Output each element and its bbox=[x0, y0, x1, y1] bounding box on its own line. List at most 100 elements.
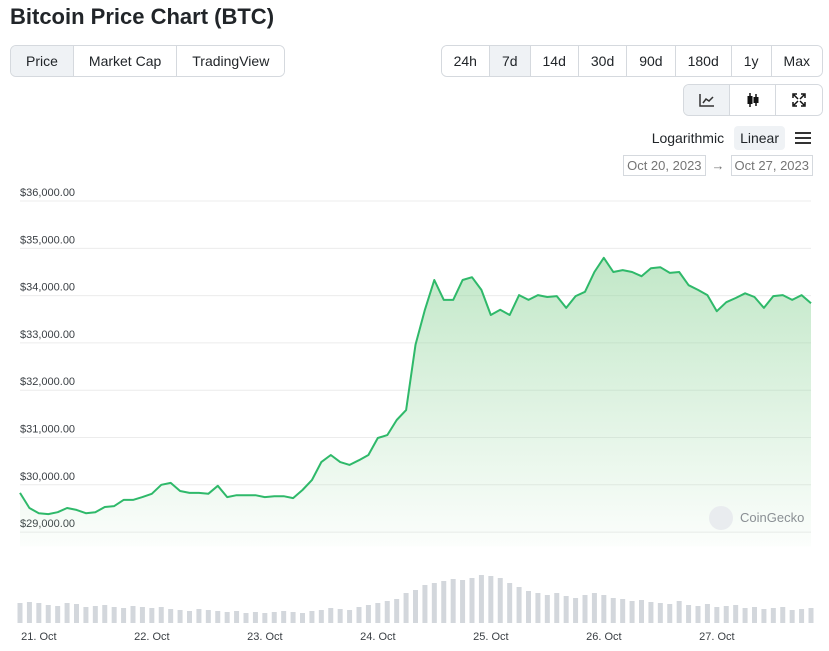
range-button[interactable]: 1y bbox=[731, 46, 772, 76]
fullscreen-button[interactable] bbox=[776, 85, 822, 115]
range-button[interactable]: 24h bbox=[441, 46, 490, 76]
volume-bar bbox=[394, 599, 400, 623]
volume-bar bbox=[497, 578, 503, 623]
volume-bar bbox=[591, 593, 597, 623]
volume-bar bbox=[74, 604, 79, 623]
volume-bar bbox=[799, 609, 805, 623]
volume-bar bbox=[714, 607, 720, 623]
volume-bar bbox=[26, 602, 32, 623]
x-tick-label: 27. Oct bbox=[699, 631, 734, 643]
volume-bar bbox=[168, 609, 174, 623]
range-button[interactable]: 180d bbox=[675, 46, 732, 76]
range-button[interactable]: Max bbox=[771, 46, 822, 76]
range-button[interactable]: 14d bbox=[530, 46, 579, 76]
volume-bar bbox=[620, 599, 626, 623]
x-tick-label: 21. Oct bbox=[21, 631, 56, 643]
range-button[interactable]: 7d bbox=[489, 46, 531, 76]
scale-option[interactable]: Logarithmic bbox=[651, 130, 725, 146]
volume-bar bbox=[121, 608, 127, 623]
x-tick-label: 26. Oct bbox=[586, 631, 621, 643]
y-tick-label: $30,000.00 bbox=[20, 471, 75, 483]
tab[interactable]: Price bbox=[11, 46, 74, 76]
volume-bar bbox=[478, 575, 484, 623]
x-tick-label: 22. Oct bbox=[134, 631, 169, 643]
expand-icon bbox=[792, 93, 806, 107]
volume-bar bbox=[441, 581, 447, 623]
volume-bar bbox=[780, 607, 786, 623]
y-tick-label: $33,000.00 bbox=[20, 329, 75, 341]
volume-bar bbox=[130, 606, 136, 623]
volume-bar bbox=[45, 605, 51, 623]
volume-bar bbox=[601, 595, 607, 623]
scale-toggle: Logarithmic Linear bbox=[646, 126, 813, 150]
volume-bar bbox=[526, 591, 531, 623]
candle-icon bbox=[747, 93, 758, 107]
volume-bar bbox=[516, 587, 522, 623]
volume-bar bbox=[215, 611, 221, 623]
volume-bar bbox=[704, 604, 710, 623]
line-icon bbox=[698, 94, 714, 107]
volume-bar bbox=[328, 608, 334, 623]
date-arrow: → bbox=[711, 158, 725, 173]
volume-bar bbox=[733, 605, 739, 623]
date-from[interactable]: Oct 20, 2023 bbox=[623, 155, 706, 176]
line-chart-button[interactable] bbox=[684, 85, 730, 115]
y-tick-label: $34,000.00 bbox=[20, 282, 75, 294]
volume-bar bbox=[667, 604, 673, 623]
volume-bar bbox=[252, 612, 258, 623]
volume-bar bbox=[639, 600, 644, 623]
price-line bbox=[19, 256, 812, 516]
watermark-logo bbox=[709, 506, 733, 530]
volume-bar bbox=[309, 611, 315, 623]
tab[interactable]: TradingView bbox=[177, 46, 285, 76]
volume-bar bbox=[657, 603, 663, 623]
volume-bar bbox=[422, 585, 428, 623]
range-group: 24h 7d 14d 30d 90d 180d 1y Max bbox=[440, 45, 823, 77]
volume-bar bbox=[375, 603, 381, 623]
watermark-text: CoinGecko bbox=[740, 510, 804, 525]
volume-bar bbox=[554, 593, 560, 623]
tab[interactable]: Market Cap bbox=[73, 46, 178, 76]
volume-bar bbox=[271, 612, 277, 623]
volume-bar bbox=[384, 601, 390, 623]
range-button[interactable]: 90d bbox=[627, 46, 676, 76]
volume-bar bbox=[177, 610, 183, 623]
volume-bar bbox=[431, 583, 437, 623]
volume-bar bbox=[262, 613, 268, 623]
volume-bar bbox=[686, 605, 692, 623]
volume-bar bbox=[243, 613, 249, 623]
volume-bar bbox=[356, 607, 362, 623]
volume-bar bbox=[752, 607, 757, 623]
volume-bar bbox=[224, 612, 230, 623]
volume-bar bbox=[205, 610, 211, 623]
chart-style-group bbox=[683, 84, 823, 116]
volume-bar bbox=[347, 610, 353, 623]
volume-bar bbox=[158, 607, 164, 623]
x-tick-label: 23. Oct bbox=[247, 631, 282, 643]
volume-bar bbox=[629, 601, 635, 623]
volume-bar bbox=[403, 593, 409, 623]
date-to[interactable]: Oct 27, 2023 bbox=[730, 155, 813, 176]
scale-option[interactable]: Linear bbox=[734, 126, 785, 150]
volume-bar bbox=[488, 576, 494, 623]
volume-bar bbox=[300, 613, 305, 623]
volume-bar bbox=[83, 607, 89, 623]
volume-bar bbox=[610, 598, 616, 623]
volume-bar bbox=[102, 605, 108, 623]
volume-bar bbox=[290, 612, 296, 623]
volume-bar bbox=[234, 611, 240, 623]
volume-bar bbox=[507, 583, 513, 623]
volume-bar bbox=[648, 602, 654, 623]
volume-bar bbox=[36, 603, 42, 623]
menu-icon[interactable] bbox=[793, 130, 813, 146]
volume-bar bbox=[544, 595, 550, 623]
range-button[interactable]: 30d bbox=[578, 46, 628, 76]
volume-bar bbox=[196, 609, 202, 623]
candle-chart-button[interactable] bbox=[730, 85, 776, 115]
volume-bar bbox=[337, 609, 343, 623]
volume-bar bbox=[365, 605, 371, 623]
volume-bar bbox=[450, 579, 456, 623]
volume-bar bbox=[64, 603, 70, 623]
volume-bar bbox=[535, 593, 541, 623]
